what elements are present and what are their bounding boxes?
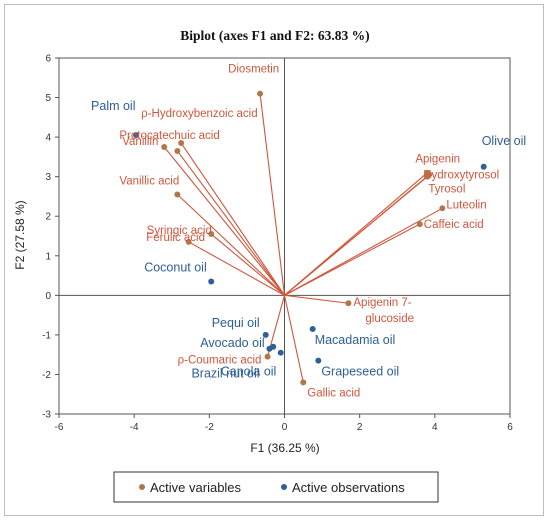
y-tick-label: 6 bbox=[45, 54, 51, 65]
variable-label: Diosmetin bbox=[228, 64, 279, 76]
variable-point bbox=[174, 147, 181, 154]
variable-label: Gallic acid bbox=[307, 387, 360, 399]
data-points bbox=[133, 90, 487, 386]
variable-label: Vanillin bbox=[122, 136, 158, 148]
variable-point bbox=[257, 90, 264, 97]
variable-vector bbox=[283, 295, 304, 383]
observation-point bbox=[133, 132, 140, 139]
y-tick-label: -3 bbox=[42, 410, 51, 421]
x-tick-label: -6 bbox=[55, 422, 64, 433]
variable-point bbox=[264, 353, 271, 360]
variable-vector bbox=[180, 142, 285, 296]
legend-box bbox=[113, 471, 439, 503]
observation-label: Avocado oil bbox=[200, 336, 264, 350]
y-tick-label: 5 bbox=[45, 93, 51, 104]
variable-vector bbox=[188, 241, 285, 296]
variable-point bbox=[416, 221, 423, 228]
chart-title: Biplot (axes F1 and F2: 63.83 %) bbox=[180, 28, 369, 43]
variable-label: Caffeic acid bbox=[424, 219, 484, 231]
variable-label: ρ-Coumaric acid bbox=[178, 355, 262, 367]
variable-label: ρ-Hydroxybenzoic acid bbox=[141, 108, 257, 120]
observation-label: Brazil nut oil bbox=[191, 367, 259, 381]
variable-label: Luteolin bbox=[446, 199, 486, 211]
variable-point bbox=[439, 205, 446, 212]
observation-point bbox=[277, 349, 284, 356]
y-axis-label: F2 (27.58 %) bbox=[13, 200, 27, 269]
observation-label: Grapeseed oil bbox=[321, 365, 399, 379]
observation-point bbox=[262, 331, 269, 338]
legend-observations-marker bbox=[281, 484, 287, 490]
observation-point bbox=[208, 278, 215, 285]
observation-point bbox=[266, 345, 273, 352]
x-tick-label: -4 bbox=[130, 422, 139, 433]
variable-vector bbox=[284, 294, 349, 304]
variable-point bbox=[185, 238, 192, 245]
variable-point bbox=[424, 173, 431, 180]
observation-label: Olive oil bbox=[482, 134, 526, 148]
variable-arrows bbox=[163, 93, 443, 383]
variable-point bbox=[345, 300, 352, 307]
variable-label: Protocatechuic acid bbox=[119, 130, 219, 142]
legend-variables-marker bbox=[139, 484, 145, 490]
point-labels: Diosmetin ρ-Hydroxybenzoic acid Protocatec… bbox=[91, 64, 526, 400]
variable-label: Hydroxytyrosol bbox=[423, 170, 499, 182]
variable-vector bbox=[210, 233, 285, 296]
observation-point bbox=[309, 325, 316, 332]
variable-point bbox=[300, 379, 307, 386]
x-axis-label: F1 (36.25 %) bbox=[250, 441, 319, 455]
variable-label: Apigenin bbox=[415, 154, 460, 166]
y-tick-label: 3 bbox=[45, 172, 51, 183]
observation-point bbox=[315, 357, 322, 364]
variable-label: Apigenin 7-glucoside bbox=[353, 297, 414, 325]
chart-frame bbox=[4, 4, 544, 516]
variable-vector bbox=[176, 150, 285, 296]
variable-label: Tyrosol bbox=[428, 184, 465, 196]
legend-variables-label: Active variables bbox=[150, 480, 242, 495]
y-tick-label: 4 bbox=[45, 133, 51, 144]
variable-point bbox=[208, 231, 215, 238]
variable-vector bbox=[259, 93, 286, 296]
variable-point bbox=[178, 140, 185, 147]
observation-label: Coconut oil bbox=[144, 260, 207, 274]
variable-vector bbox=[284, 223, 421, 296]
observation-label: Palm oil bbox=[91, 99, 135, 113]
variable-label: Vanillic acid bbox=[119, 175, 179, 187]
plot-axes: -6 -4 -2 0 2 4 6 -3 -2 -1 0 1 2 3 4 5 6 bbox=[42, 54, 513, 434]
variable-label: Syringic acid bbox=[147, 225, 212, 237]
x-tick-label: 6 bbox=[507, 422, 513, 433]
variable-vector bbox=[177, 194, 285, 296]
legend-observations-label: Active observations bbox=[292, 480, 405, 495]
y-tick-label: 2 bbox=[45, 212, 51, 223]
legend: Active variables Active observations bbox=[113, 471, 439, 503]
variable-point bbox=[174, 191, 181, 198]
y-tick-label: -2 bbox=[42, 370, 51, 381]
variable-label: Ferulic acid bbox=[146, 232, 205, 244]
observation-label: Macadamia oil bbox=[315, 333, 396, 347]
x-tick-label: 0 bbox=[282, 422, 288, 433]
variable-vector bbox=[284, 176, 428, 296]
variable-point bbox=[161, 144, 168, 150]
y-tick-label: -1 bbox=[42, 330, 51, 341]
variable-vector bbox=[163, 146, 285, 296]
y-tick-label: 0 bbox=[45, 291, 51, 302]
observation-label: Canola oil bbox=[221, 365, 277, 379]
x-tick-label: -2 bbox=[205, 422, 214, 433]
observation-label: Pequi oil bbox=[212, 316, 260, 330]
observation-point bbox=[480, 163, 487, 170]
y-tick-label: 1 bbox=[45, 251, 51, 262]
x-tick-label: 2 bbox=[357, 422, 363, 433]
variable-vector bbox=[284, 207, 443, 296]
x-tick-label: 4 bbox=[432, 422, 438, 433]
